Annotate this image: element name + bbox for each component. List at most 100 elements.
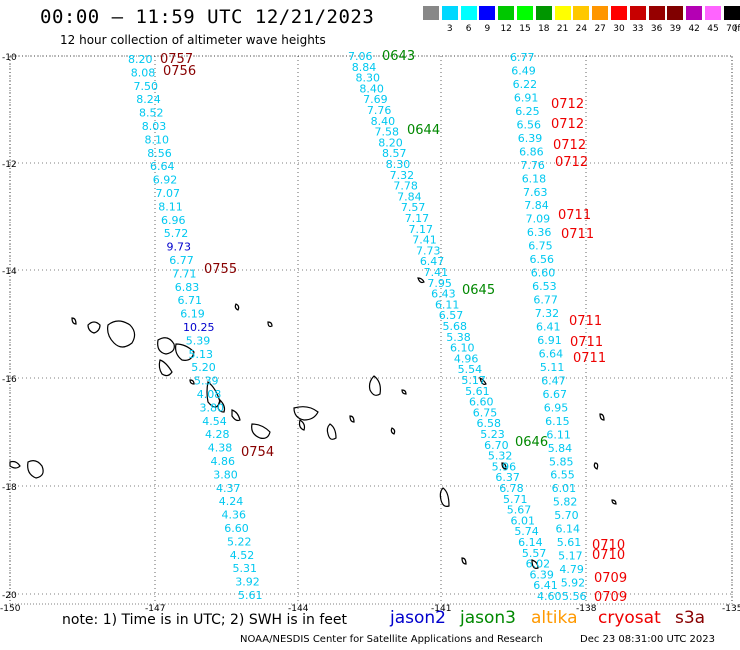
legend-label: 24 [575, 24, 588, 34]
track-a-value: 4.86 [211, 455, 236, 468]
track-a-value: 5.13 [189, 348, 214, 361]
track-a-value: 8.52 [139, 107, 164, 120]
track-b-value: 6.70 [484, 439, 509, 452]
track-c-value: 5.84 [548, 442, 573, 455]
legend-swatch [479, 6, 496, 20]
legend-label: 70 [726, 24, 738, 34]
lat-label: -14 [2, 267, 17, 277]
track-a-value: 5.39 [194, 375, 219, 388]
track-c-value: 6.56 [517, 118, 542, 131]
track-b-value: 7.41 [424, 266, 449, 279]
track-a-value: 4.52 [230, 549, 255, 562]
time-label-cryosat: 0711 [558, 208, 591, 223]
track-b-value: 7.69 [363, 93, 388, 106]
track-a-value: 6.64 [150, 160, 175, 173]
lon-label: -135 [722, 604, 740, 614]
track-b-value: 7.41 [412, 234, 437, 247]
track-b-value: 6.39 [529, 568, 554, 581]
lat-label: -20 [2, 591, 17, 601]
track-b-value: 7.76 [367, 104, 392, 117]
track-b-value: 8.40 [359, 82, 384, 95]
track-a-value: 8.20 [128, 53, 153, 66]
track-b-value: 5.38 [446, 331, 471, 344]
legend-label: 36 [650, 24, 663, 34]
legend-unit: (ft) [733, 24, 740, 34]
altimeter-track-b: 7.068.848.308.407.697.768.407.588.208.57… [348, 50, 562, 603]
altimeter-track-c: 6.776.496.226.916.256.566.396.867.766.18… [510, 51, 587, 603]
track-c-value: 6.01 [552, 482, 577, 495]
track-a-value: 5.20 [191, 361, 216, 374]
track-b-value: 4.60 [537, 590, 562, 603]
map-frame [9, 55, 733, 605]
time-label-jason3: 0644 [407, 123, 440, 138]
legend-label: 27 [594, 24, 606, 34]
track-b-value: 6.60 [469, 396, 494, 409]
track-c-value: 6.47 [541, 374, 566, 387]
time-label-jason3: 0645 [462, 283, 495, 298]
satellite-altika: altika [531, 608, 578, 628]
track-a-value: 5.22 [227, 535, 252, 548]
track-a-value: 10.25 [183, 321, 215, 334]
track-c-value: 6.11 [546, 428, 571, 441]
track-c-value: 5.82 [553, 496, 578, 509]
time-label-cryosat: 0711 [561, 227, 594, 242]
time-label-cryosat: 0709 [594, 571, 627, 586]
lon-label: -150 [0, 604, 21, 614]
track-a-value: 5.39 [186, 334, 211, 347]
longitude-labels: -150 -147 -144 -141 -138 -135 [0, 604, 740, 614]
track-a-value: 5.61 [238, 589, 263, 602]
track-a-value: 4.54 [202, 415, 227, 428]
track-b-value: 8.57 [382, 147, 407, 160]
track-b-value: 5.57 [522, 547, 547, 560]
legend-label: 18 [538, 24, 550, 34]
legend-swatch [723, 6, 740, 20]
track-c-value: 6.64 [539, 347, 564, 360]
footer-credit: NOAA/NESDIS Center for Satellite Applica… [240, 634, 543, 645]
lon-label: -147 [145, 604, 165, 614]
track-b-value: 8.20 [378, 136, 403, 149]
legend-label: 39 [669, 24, 682, 34]
legend-swatch [686, 6, 703, 20]
legend-swatch [667, 6, 684, 20]
legend-swatch [648, 6, 665, 20]
track-c-value: 7.76 [520, 159, 545, 172]
graticule [9, 55, 733, 604]
track-c-value: 6.39 [518, 132, 543, 145]
track-b-value: 6.37 [495, 471, 520, 484]
lon-label: -138 [576, 604, 597, 614]
track-b-value: 6.11 [435, 298, 460, 311]
time-label-s3a: 0755 [204, 262, 237, 277]
track-a-value: 4.24 [219, 495, 244, 508]
time-label-cryosat: 0712 [551, 97, 584, 112]
legend-swatch [498, 6, 515, 20]
track-a-value: 9.73 [167, 241, 192, 254]
islands [9, 277, 617, 569]
time-label-cryosat: 0710 [592, 538, 625, 553]
page-title: 00:00 – 11:59 UTC 12/21/2023 [40, 6, 375, 28]
legend-label: 12 [500, 24, 512, 34]
track-b-value: 6.58 [477, 417, 502, 430]
lat-label: -16 [2, 375, 17, 385]
satellite-cryosat: cryosat [598, 608, 661, 628]
track-c-value: 5.61 [557, 536, 582, 549]
time-label-cryosat: 0710 [592, 548, 625, 563]
time-label-cryosat: 0711 [573, 351, 606, 366]
track-b-value: 6.01 [511, 514, 536, 527]
track-a-value: 6.71 [178, 294, 203, 307]
track-a-value: 6.60 [224, 522, 249, 535]
track-c-value: 4.79 [559, 563, 584, 576]
track-c-value: 6.41 [536, 321, 561, 334]
track-b-value: 7.58 [374, 126, 399, 139]
track-b-value: 7.17 [408, 223, 433, 236]
lat-label: -10 [2, 53, 17, 63]
track-a-value: 3.92 [235, 576, 260, 589]
track-b-value: 7.95 [427, 277, 452, 290]
track-b-value: 5.17 [461, 374, 486, 387]
legend-label: 3 [446, 24, 453, 34]
track-c-value: 6.56 [530, 253, 555, 266]
altimeter-track-a: 8.208.087.508.248.528.038.108.566.646.92… [128, 53, 263, 602]
track-a-value: 8.03 [142, 120, 167, 133]
legend-label: 15 [519, 24, 531, 34]
track-b-value: 5.32 [488, 450, 513, 463]
